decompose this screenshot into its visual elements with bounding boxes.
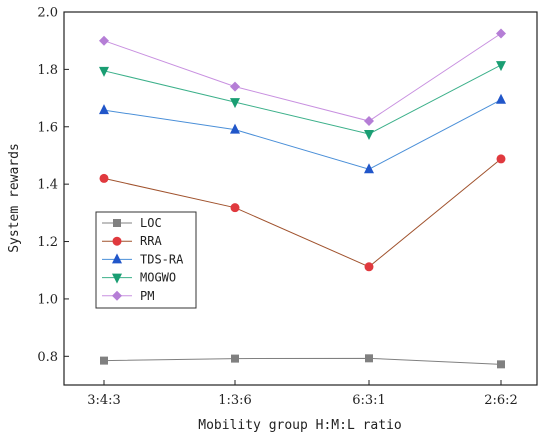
data-point-pm: [230, 81, 240, 92]
data-point-pm: [99, 35, 109, 46]
legend-label: TDS-RA: [140, 252, 184, 266]
data-point-rra: [364, 262, 374, 272]
y-tick-label: 1.2: [37, 235, 58, 250]
y-tick-label: 0.8: [37, 350, 58, 365]
data-point-loc: [497, 360, 505, 369]
data-point-rra: [99, 173, 109, 183]
y-tick-label: 1.6: [37, 120, 58, 135]
series-rra: [99, 154, 506, 272]
data-point-loc: [365, 354, 373, 363]
legend-label: RRA: [140, 234, 162, 248]
data-point-pm: [364, 116, 374, 127]
x-tick-label: 6:3:1: [352, 393, 386, 408]
series-line-tds-ra: [103, 99, 502, 170]
series-line-pm: [103, 33, 502, 122]
y-tick-label: 1.0: [37, 292, 58, 307]
series-pm: [99, 28, 506, 127]
series-loc: [100, 354, 505, 369]
data-point-mogwo: [230, 98, 240, 109]
legend-marker: [112, 273, 122, 284]
x-tick-label: 2:6:2: [484, 393, 518, 408]
x-tick-label: 1:3:6: [218, 393, 252, 408]
legend-item-mogwo: MOGWO: [102, 271, 176, 285]
legend-label: MOGWO: [140, 271, 176, 285]
series-mogwo: [99, 61, 506, 140]
y-tick-label: 1.8: [37, 63, 58, 78]
data-point-tds-ra: [230, 123, 240, 134]
legend-marker: [112, 236, 122, 246]
legend-item-rra: RRA: [102, 234, 162, 248]
data-point-tds-ra: [496, 93, 506, 104]
x-tick-label: 3:4:3: [87, 393, 121, 408]
data-point-loc: [100, 356, 108, 365]
series-line-mogwo: [103, 64, 502, 135]
series-line-loc: [103, 357, 502, 365]
data-point-pm: [496, 28, 506, 39]
y-tick-label: 1.4: [37, 178, 58, 193]
data-point-mogwo: [364, 129, 374, 140]
legend-item-tds-ra: TDS-RA: [102, 252, 184, 266]
x-axis: 3:4:3 1:3:6 6:3:1 2:6:2: [87, 380, 518, 408]
legend-box: [95, 211, 197, 309]
data-point-rra: [496, 154, 506, 164]
y-axis-title: System rewards: [7, 143, 22, 253]
plot-frame: [63, 11, 538, 386]
legend-marker: [113, 219, 121, 227]
data-point-loc: [231, 354, 239, 363]
series-tds-ra: [99, 93, 506, 174]
legend-marker: [112, 253, 122, 264]
data-point-tds-ra: [99, 104, 109, 115]
series-line-rra: [103, 158, 502, 268]
legend-item-loc: LOC: [102, 216, 162, 230]
y-axis: 0.8 1.0 1.2 1.4 1.6 1.8 2.0: [37, 6, 69, 365]
legend: LOC RRA TDS-RA MOGWO PM: [95, 211, 197, 309]
legend-label: LOC: [140, 216, 162, 230]
x-axis-title: Mobility group H:M:L ratio: [198, 418, 402, 433]
data-point-tds-ra: [364, 163, 374, 174]
legend-marker: [112, 290, 122, 301]
legend-item-pm: PM: [102, 289, 154, 303]
series-layer: [99, 28, 506, 369]
legend-label: PM: [140, 289, 154, 303]
data-point-rra: [230, 203, 240, 213]
y-tick-label: 2.0: [37, 6, 58, 21]
data-point-mogwo: [496, 61, 506, 72]
data-point-mogwo: [99, 66, 109, 77]
